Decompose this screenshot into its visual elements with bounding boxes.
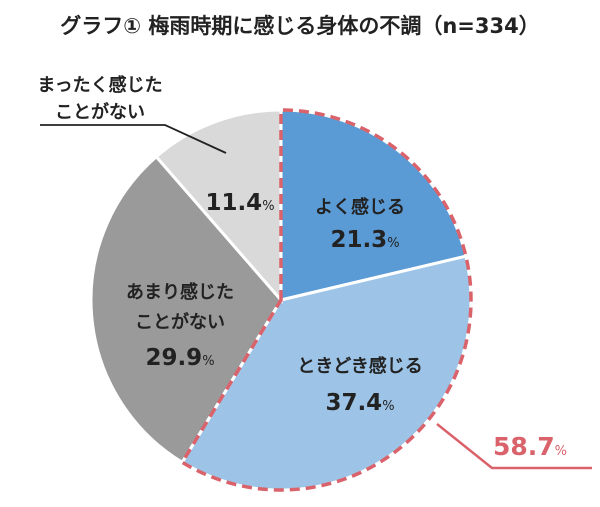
slice-label-3: ことがない (55, 101, 145, 123)
leader-line-mattaku (40, 124, 227, 154)
slice-label-0: よく感じる (315, 196, 405, 218)
pie-slice-2 (89, 154, 283, 465)
slice-value-3: 11.4% (205, 190, 274, 216)
chart-title: グラフ① 梅雨時期に感じる身体の不調（n=334） (60, 14, 540, 38)
pie-slice-3 (154, 108, 283, 305)
slice-label-3: まったく感じた (37, 74, 162, 96)
slice-value-2: 29.9% (145, 345, 214, 371)
slice-label-2: ことがない (135, 311, 225, 333)
highlight-value: 58.7% (493, 432, 567, 461)
highlight-leader-line (436, 423, 592, 470)
slice-value-1: 37.4% (325, 390, 394, 416)
highlight-outline (179, 108, 473, 492)
slice-label-1: ときどき感じる (297, 355, 422, 377)
slice-label-2: あまり感じた (126, 281, 234, 303)
slice-value-0: 21.3% (330, 227, 399, 253)
